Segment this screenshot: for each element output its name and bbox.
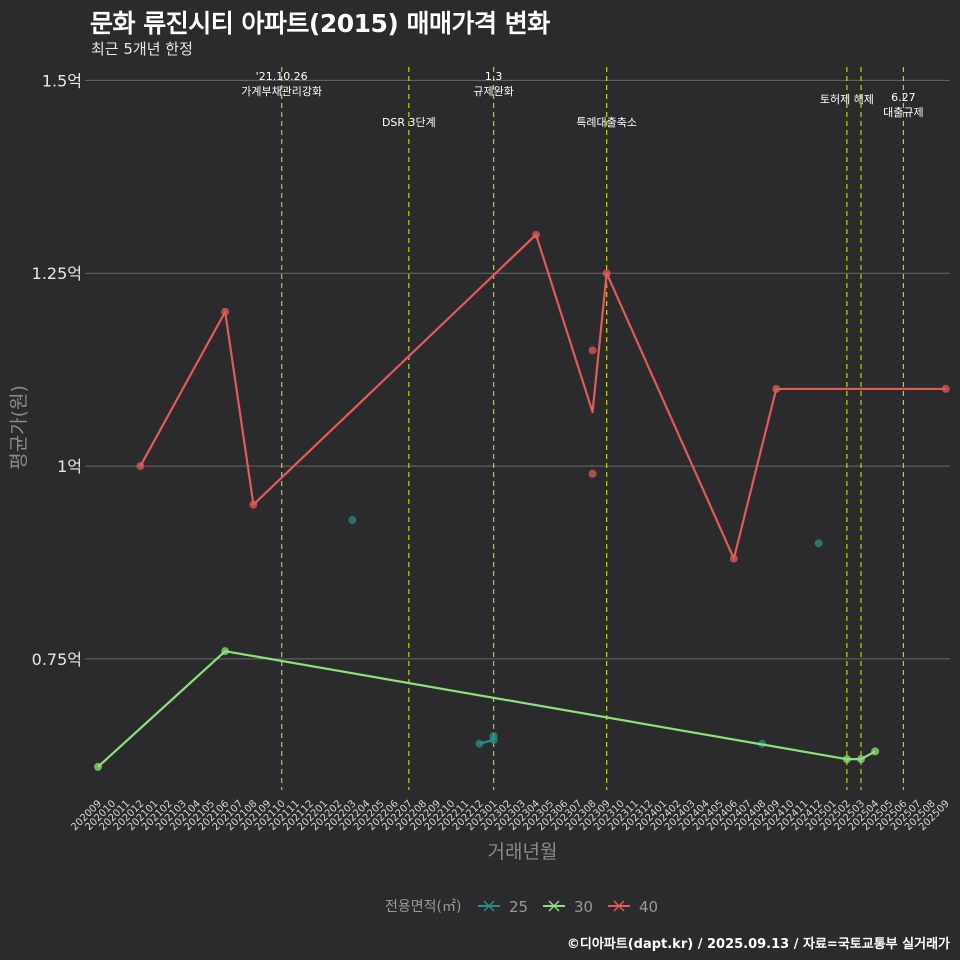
y-tick-label: 1억 [57,457,82,476]
x-axis-title: 거래년월 [488,841,558,863]
data-point-40 [249,500,258,509]
policy-annotation: 대출규제 [883,106,923,119]
legend-key-cross [548,900,560,912]
data-point-30 [221,647,230,656]
y-tick-label: 1.25억 [32,264,82,283]
policy-annotation: 토허제 해제 [820,92,874,106]
data-point-30 [871,747,880,756]
legend-key-cross [613,900,625,912]
data-point-30 [94,762,102,771]
data-point-25 [475,739,484,748]
policy-annotation: DSR 3단계 [382,116,436,129]
data-point-40 [602,269,611,278]
data-point-40 [941,384,950,393]
series-line-40 [139,233,946,560]
legend-label: 40 [639,898,658,916]
legend-label: 25 [509,898,528,916]
policy-annotation: 6.27 [891,91,916,104]
data-point-40 [772,384,781,393]
source-caption: ©디아파트(dapt.kr) / 2025.09.13 / 자료=국토교통부 실… [566,937,950,952]
data-point-25 [814,539,823,548]
policy-annotation: 1.3 [485,70,503,83]
y-axis-title: 평균가(원) [8,385,30,470]
y-tick-label: 0.75억 [32,650,82,669]
y-tick-label: 1.5억 [42,71,82,90]
data-point-40 [221,307,230,316]
data-point-30 [857,755,866,764]
series-line-30 [97,650,876,768]
chart-subtitle: 최근 5개년 한정 [91,40,193,58]
data-point-40 [588,346,597,355]
policy-annotation: 규제완화 [473,85,513,98]
data-point-30 [842,755,851,764]
data-point-40 [588,469,597,478]
legend-key-cross [483,900,495,912]
legend-label: 30 [574,898,593,916]
policy-annotation: 특례대출축소 [576,116,637,129]
data-point-40 [532,230,541,239]
policy-annotation: '21.10.26 [256,70,308,83]
policy-annotation: 가계부채관리강화 [241,85,322,98]
data-point-25 [489,732,498,741]
data-point-40 [136,462,145,471]
chart-title: 문화 류진시티 아파트(2015) 매매가격 변화 [90,9,550,38]
data-point-40 [729,554,738,563]
legend-title: 전용면적(㎡) [385,899,461,915]
data-point-25 [348,516,357,525]
